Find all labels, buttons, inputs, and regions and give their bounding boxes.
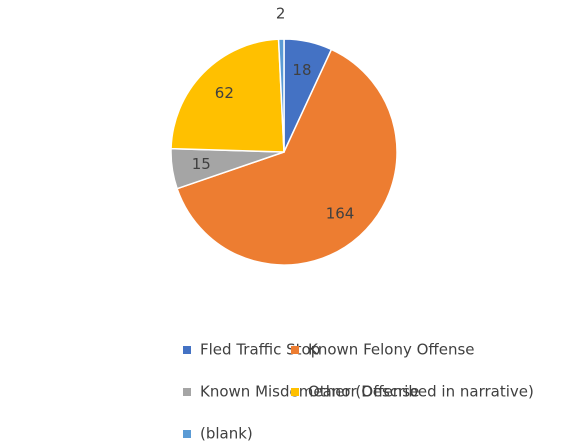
legend-swatch (291, 388, 299, 396)
legend-label: Known Felony Offense (308, 341, 475, 359)
legend-swatch (183, 430, 191, 438)
legend-swatch (291, 346, 299, 354)
data-label: 18 (292, 61, 311, 79)
legend-label: Known Misdemeanor Offense (200, 383, 419, 401)
pie-slice (176, 48, 398, 266)
pie-slice (170, 38, 285, 153)
data-label: 164 (326, 205, 355, 223)
legend-label: Other (Described in narrative) (308, 383, 534, 401)
data-label: 62 (215, 84, 234, 102)
pie: 18 164 15 62 2 (170, 5, 398, 266)
legend-label: (blank) (200, 425, 253, 443)
legend-swatch (183, 346, 191, 354)
legend-label: Fled Traffic Stop (200, 341, 320, 359)
data-label: 15 (192, 155, 211, 173)
data-label: 2 (276, 5, 286, 23)
pie-slice (277, 38, 285, 153)
legend-swatch (183, 388, 191, 396)
